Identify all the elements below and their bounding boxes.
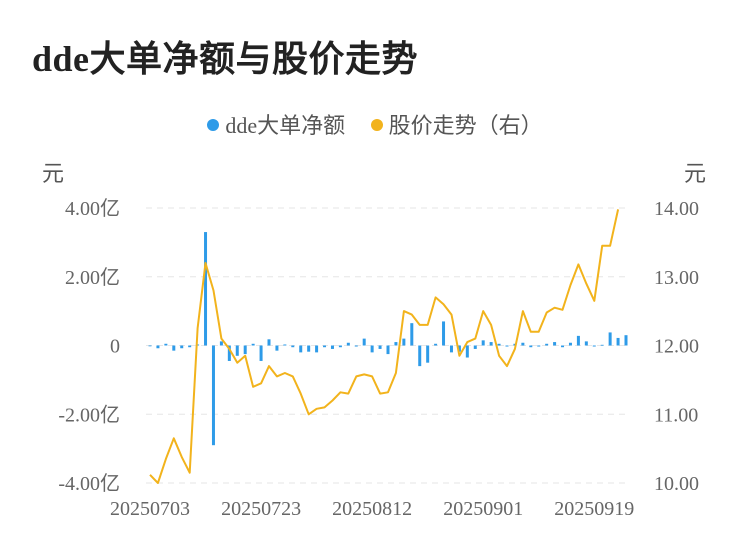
dde-bar [442,321,446,346]
price-line [149,209,620,484]
x-tick-label: 20250901 [443,498,523,520]
dde-bar [275,345,279,351]
legend-dot-line [370,119,383,131]
dde-bar [299,345,303,353]
dde-bar [481,340,485,346]
legend-item-price[interactable]: 股价走势（右） [370,108,543,140]
dde-bar [624,335,628,346]
dde-bar [346,342,350,346]
right-tick-label: 11.00 [654,404,698,426]
dde-bar [426,345,430,363]
legend-dot-bar [207,119,220,131]
dde-bar [410,323,414,346]
dde-bar [188,345,192,348]
dde-bar [402,338,406,346]
dde-bar [553,342,557,346]
chart-legend: dde大单净额 股价走势（右） [0,108,750,140]
right-tick-label: 12.00 [654,336,699,358]
dde-bar [378,345,382,349]
dde-bar [251,343,255,346]
legend-item-dde[interactable]: dde大单净额 [207,108,345,140]
left-tick-label: 2.00亿 [65,266,120,289]
dde-bar [235,345,239,356]
dde-bar [600,344,604,346]
dde-bar [529,345,533,348]
dde-bar [537,345,541,347]
dde-bar [362,338,366,346]
dde-bar [616,337,620,346]
dde-bar [307,345,311,352]
dde-bar [568,342,572,346]
dde-bar [156,345,160,349]
dde-bar [457,345,461,352]
left-tick-label: -2.00亿 [58,403,120,426]
right-tick-label: 13.00 [654,267,699,289]
x-tick-label: 20250919 [554,498,634,520]
dde-bar [204,232,208,346]
dde-bar [489,342,493,346]
x-tick-label: 20250812 [332,498,412,520]
dde-bar [418,345,422,367]
dde-bar [267,339,271,346]
x-tick-label: 20250703 [110,498,190,520]
dde-bar [211,345,215,446]
dde-bar [386,345,390,355]
page-title: dde大单净额与股价走势 [32,39,419,79]
dde-bar [243,345,247,355]
dde-bar [608,332,612,346]
dde-bar [315,345,319,353]
dde-bar [561,345,565,348]
right-tick-label: 10.00 [654,473,699,495]
left-tick-label: 0 [110,336,120,358]
dde-bar [465,345,469,358]
dde-bar [330,345,334,349]
dde-bar [521,342,525,346]
dde-bar [497,343,501,346]
dde-bar [259,345,263,361]
legend-label-dde: dde大单净额 [225,113,346,138]
dde-bar [592,345,596,347]
dde-bar [219,341,223,346]
dde-bar [338,345,342,348]
dde-bar [449,345,453,353]
dde-bar [164,343,168,346]
dde-bar [291,345,295,348]
dde-bar [283,344,287,346]
right-axis-unit: 元 [684,161,707,186]
dde-bar [172,345,176,351]
dde-bar [545,343,549,346]
dde-bar [576,335,580,346]
left-tick-label: 4.00亿 [65,197,120,220]
dde-bar [323,345,327,348]
dde-bar [227,345,231,361]
dde-bar [394,342,398,346]
dde-bar [505,345,509,347]
dde-bar [148,345,152,347]
x-tick-label: 20250723 [221,498,301,520]
dde-bar [180,345,184,349]
left-tick-label: -4.00亿 [58,472,120,495]
right-tick-label: 14.00 [654,198,699,220]
dde-bar [584,341,588,346]
dde-bar [370,345,374,353]
legend-label-price: 股价走势（右） [388,113,543,138]
left-axis-unit: 元 [42,161,65,186]
dde-bar [434,343,438,346]
dde-bar [473,345,477,349]
dde-bar [354,345,358,347]
